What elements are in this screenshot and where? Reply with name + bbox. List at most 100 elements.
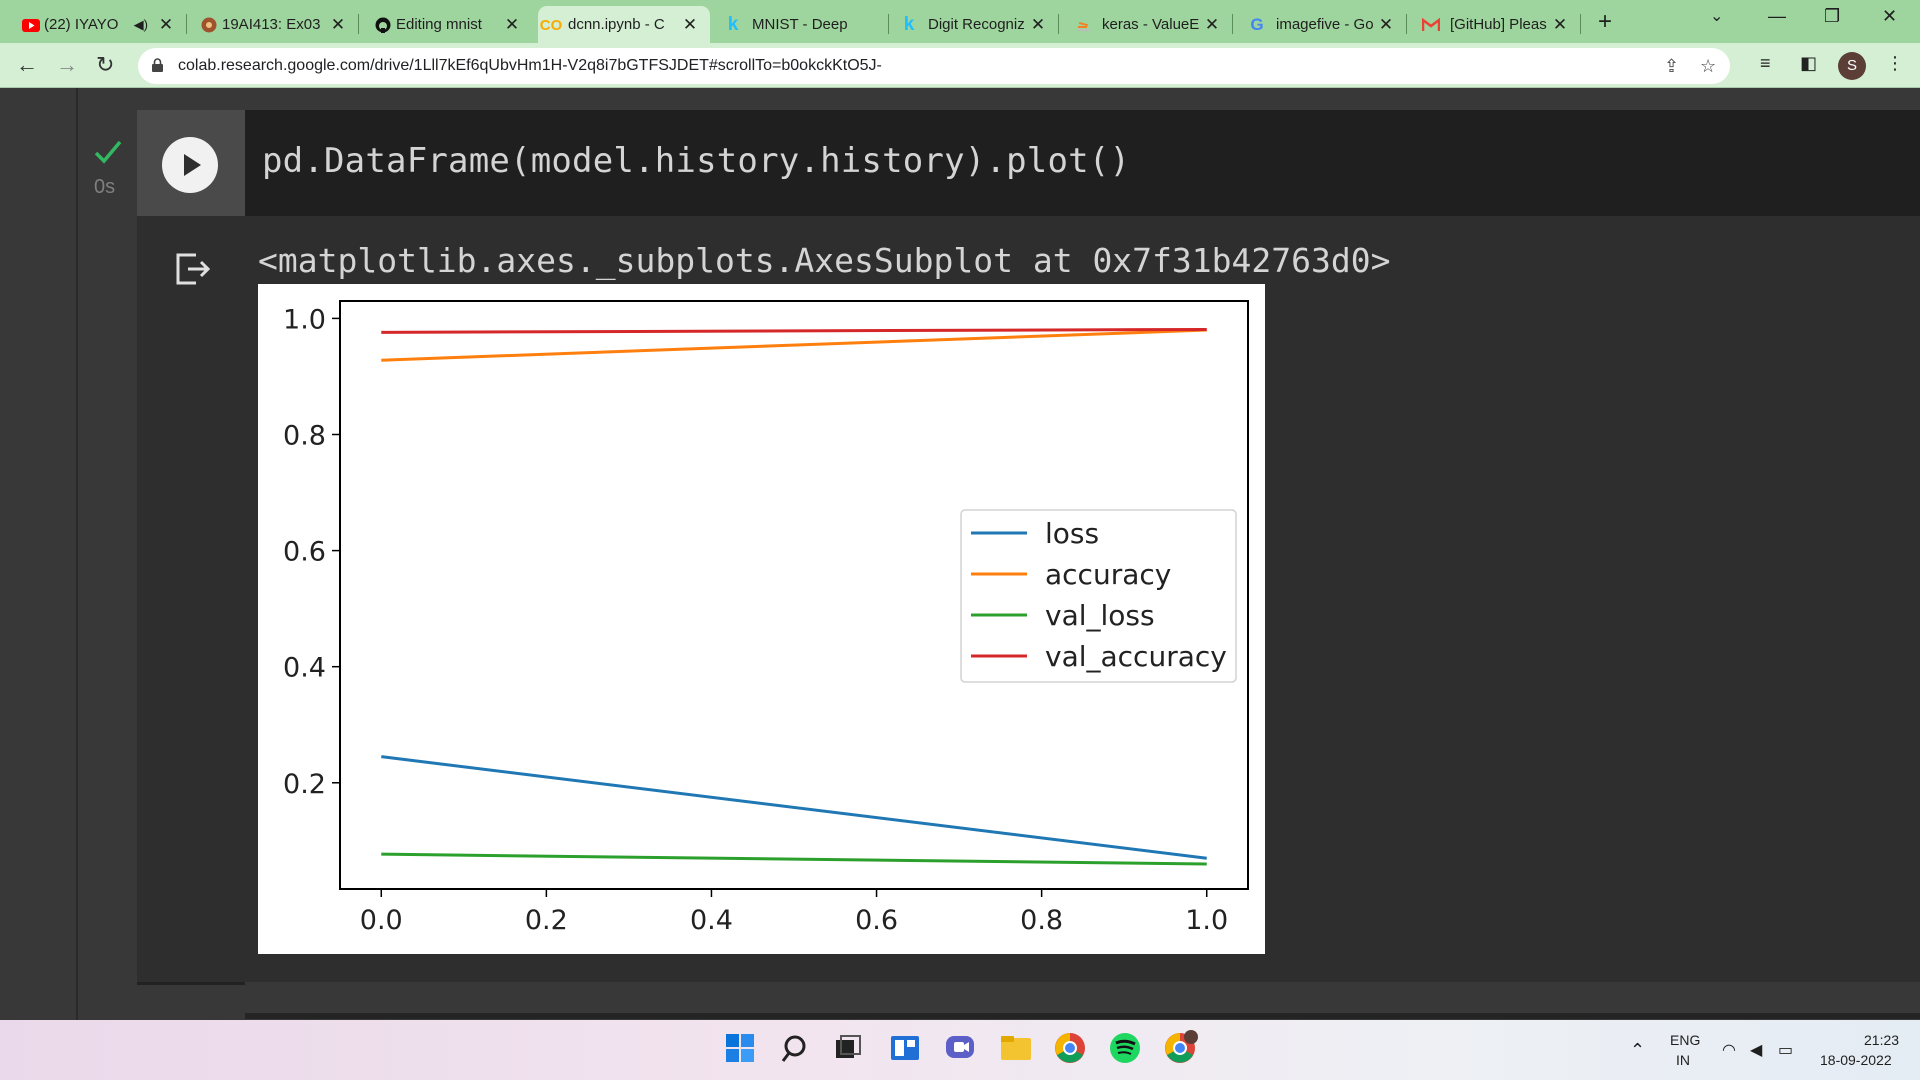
legend-label-loss: loss (1045, 517, 1099, 550)
restore-button[interactable]: ❐ (1824, 6, 1841, 26)
run-cell-button[interactable] (162, 137, 218, 193)
colab-icon: CO (539, 16, 563, 34)
play-icon (184, 154, 201, 176)
notebook-left-gutter (0, 88, 78, 1020)
kaggle-icon: k (727, 14, 739, 35)
tab-youtube[interactable]: (22) IYAYO ◀︎) ✕ (18, 6, 187, 43)
windows-start-icon[interactable] (722, 1030, 758, 1066)
line-chart: 0.0 0.2 0.4 0.6 0.8 1.0 0.2 0.4 0.6 0.8 1.0 loss acc… (283, 300, 1249, 936)
cell-divider (137, 982, 245, 985)
chrome-icon[interactable] (1052, 1030, 1088, 1066)
profile-avatar[interactable]: S (1838, 52, 1866, 80)
x-tick-label-1: 0.2 (525, 905, 568, 936)
close-tab-icon[interactable]: ✕ (682, 14, 698, 34)
y-tick-label-0: 0.2 (283, 769, 326, 800)
tab-keras[interactable]: keras - ValueE ✕ (1070, 6, 1233, 43)
file-explorer-icon[interactable] (998, 1030, 1034, 1066)
tab-title: keras - ValueE (1102, 16, 1200, 33)
x-tick-label-2: 0.4 (690, 905, 733, 936)
output-actions-icon[interactable] (174, 249, 214, 289)
tab-title: imagefive - Go (1276, 16, 1374, 33)
tab-title: Digit Recogniz (928, 16, 1025, 33)
share-icon[interactable]: ⇪ (1664, 56, 1680, 76)
github-icon (374, 17, 392, 33)
close-tab-icon[interactable]: ✕ (1552, 14, 1568, 34)
cell-output-text: <matplotlib.axes._subplots.AxesSubplot a… (258, 241, 1391, 280)
widgets-icon[interactable] (887, 1030, 923, 1066)
legend-label-val-accuracy: val_accuracy (1045, 640, 1227, 673)
execution-success-check-icon (94, 140, 122, 164)
youtube-icon (22, 17, 40, 33)
bookmark-star-icon[interactable]: ☆ (1700, 56, 1717, 76)
tab-title: MNIST - Deep (752, 16, 848, 33)
series-line-val-accuracy (381, 327, 1207, 334)
clock-time[interactable]: 21:23 (1864, 1032, 1900, 1048)
tab-title: Editing mnist (396, 16, 482, 33)
tab-github-editing[interactable]: Editing mnist ✕ (370, 6, 532, 43)
tab-google-imagefive[interactable]: G imagefive - Go ✕ (1244, 6, 1407, 43)
task-view-icon[interactable] (830, 1030, 866, 1066)
chrome-profile-icon[interactable] (1162, 1030, 1198, 1066)
tab-github-ex03[interactable]: 19AI413: Ex03 ✕ (196, 6, 359, 43)
minimize-button[interactable]: — (1768, 6, 1786, 26)
execution-time: 0s (94, 176, 116, 198)
series-line-accuracy (381, 328, 1207, 362)
tab-strip: (22) IYAYO ◀︎) ✕ 19AI413: Ex03 ✕ Editing… (0, 0, 1920, 43)
forward-button[interactable]: → (56, 52, 78, 77)
browser-toolbar: ← → ↻ colab.research.google.com/drive/1L… (0, 43, 1920, 88)
close-tab-icon[interactable]: ✕ (504, 14, 520, 34)
back-button[interactable]: ← (16, 52, 38, 77)
close-tab-icon[interactable]: ✕ (1030, 14, 1046, 34)
teams-chat-icon[interactable] (942, 1030, 978, 1066)
legend-box (960, 509, 1237, 683)
language-region[interactable]: IN (1676, 1052, 1690, 1068)
y-tick-label-3: 0.8 (283, 421, 326, 452)
new-tab-button[interactable]: + (1598, 8, 1613, 35)
tray-chevron-icon[interactable]: ⌃ (1630, 1040, 1646, 1060)
reading-list-icon[interactable]: ≡ (1760, 53, 1771, 73)
clock-date[interactable]: 18-09-2022 (1820, 1052, 1892, 1068)
tab-title: [GitHub] Pleas (1450, 16, 1547, 33)
search-icon[interactable] (778, 1030, 814, 1066)
wifi-icon[interactable]: ◠ (1722, 1042, 1736, 1059)
more-menu-icon[interactable]: ⋮ (1886, 53, 1904, 73)
battery-icon[interactable]: ▭ (1778, 1042, 1794, 1059)
language-indicator[interactable]: ENG (1670, 1032, 1701, 1048)
close-tab-icon[interactable]: ✕ (1204, 14, 1220, 34)
y-tick-label-1: 0.4 (283, 653, 326, 684)
tab-search-chevron-icon[interactable]: ⌄ (1710, 8, 1724, 25)
stackoverflow-icon (1074, 17, 1092, 33)
legend-label-accuracy: accuracy (1045, 558, 1171, 591)
kaggle-icon: k (903, 14, 915, 35)
gmail-icon (1422, 17, 1440, 33)
lock-icon[interactable] (152, 58, 163, 72)
next-cell-edge (245, 1013, 1920, 1019)
google-icon: G (1250, 15, 1264, 34)
tab-gmail-github[interactable]: [GitHub] Pleas ✕ (1418, 6, 1581, 43)
legend-label-val-loss: val_loss (1045, 599, 1155, 632)
url-text[interactable]: colab.research.google.com/drive/1Lll7kEf… (178, 57, 882, 74)
tab-title: dcnn.ipynb - C (568, 16, 665, 33)
tab-kaggle-digit[interactable]: k Digit Recogniz ✕ (896, 6, 1059, 43)
close-window-button[interactable]: ✕ (1882, 6, 1898, 26)
side-panel-icon[interactable]: ◧ (1800, 53, 1818, 73)
y-tick-label-2: 0.6 (283, 537, 326, 568)
tab-kaggle-mnist[interactable]: k MNIST - Deep (720, 6, 889, 43)
x-tick-label-3: 0.6 (855, 905, 898, 936)
x-tick-label-0: 0.0 (360, 905, 403, 936)
close-tab-icon[interactable]: ✕ (1378, 14, 1394, 34)
volume-icon[interactable]: ◀︎ (1750, 1042, 1763, 1059)
code-editor[interactable] (245, 110, 1920, 216)
plot-output: 0.0 0.2 0.4 0.6 0.8 1.0 0.2 0.4 0.6 0.8 1.0 loss acc… (258, 284, 1265, 954)
reload-button[interactable]: ↻ (96, 52, 115, 77)
github-icon (200, 17, 218, 33)
code-text[interactable]: pd.DataFrame(model.history.history).plot… (262, 141, 1131, 181)
speaker-icon[interactable]: ◀︎) (133, 16, 148, 32)
address-bar[interactable]: colab.research.google.com/drive/1Lll7kEf… (138, 48, 1730, 84)
tab-colab-active[interactable]: CO dcnn.ipynb - C ✕ (538, 6, 710, 43)
close-tab-icon[interactable]: ✕ (330, 14, 346, 34)
close-tab-icon[interactable]: ✕ (158, 14, 174, 34)
series-line-loss (381, 755, 1207, 860)
spotify-icon[interactable] (1107, 1030, 1143, 1066)
plot-axes-frame (339, 300, 1249, 890)
